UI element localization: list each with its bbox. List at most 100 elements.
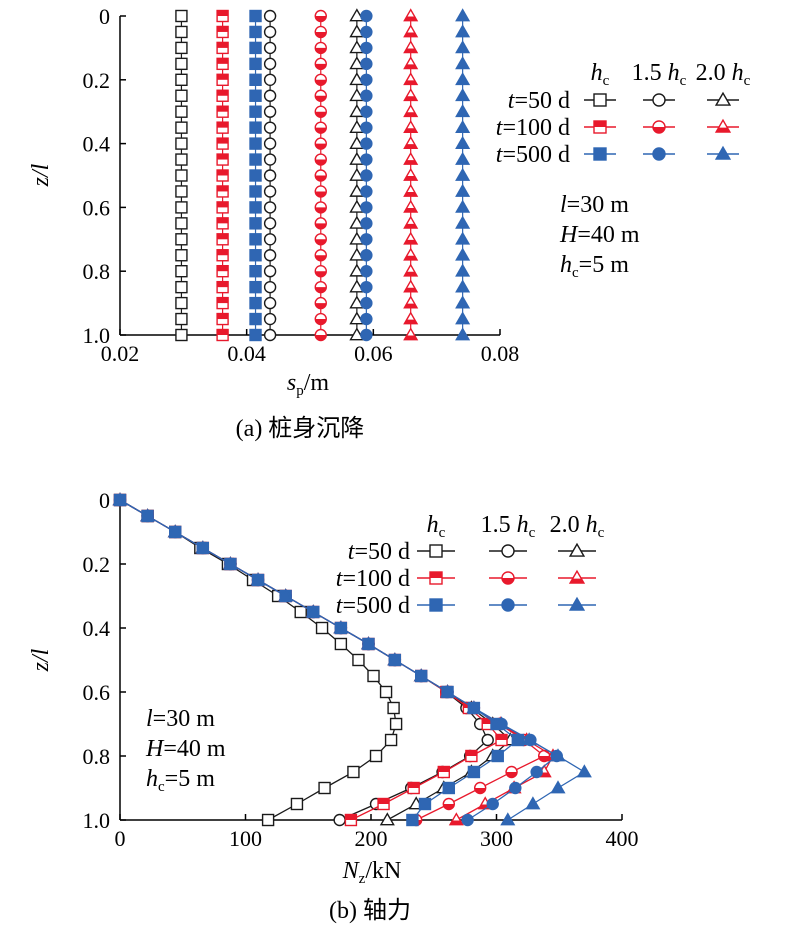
data-point [249, 265, 262, 278]
data-point [294, 605, 307, 619]
legend-header: 1.5 hc [481, 512, 536, 541]
series-t-100-d-h-c [216, 9, 229, 342]
data-point [349, 56, 365, 70]
data-point-half [315, 159, 327, 166]
data-point-half [315, 287, 327, 293]
data-point [360, 312, 373, 326]
legend-row-label: t=100 d [336, 566, 410, 592]
data-point [486, 797, 499, 811]
data-point [352, 653, 365, 667]
data-point-half [404, 16, 418, 21]
data-point-half [315, 79, 327, 86]
data-point [175, 169, 188, 182]
legend-marker [714, 91, 732, 106]
data-point-half [404, 96, 418, 101]
data-point-half [315, 127, 327, 134]
data-point-half [217, 297, 229, 304]
data-point [360, 105, 373, 118]
data-point [349, 72, 365, 86]
data-point [360, 249, 373, 262]
panel-a-ylabel: z/l [28, 163, 54, 187]
data-point [263, 233, 277, 246]
data-point-half [408, 782, 420, 788]
data-point [249, 121, 262, 134]
data-point [175, 25, 188, 39]
x-tick-label: 100 [229, 826, 262, 851]
data-point [360, 265, 373, 278]
data-point-half [217, 58, 229, 64]
legend-marker-half [716, 127, 730, 133]
data-point-half [217, 90, 229, 96]
data-point-half [506, 772, 518, 778]
y-tick-label: 0.8 [83, 259, 111, 284]
data-point-half [217, 249, 229, 256]
data-point [440, 684, 456, 698]
data-point-half [315, 319, 327, 325]
data-point [349, 183, 365, 197]
data-point [175, 265, 188, 278]
data-point [249, 57, 262, 71]
y-tick-label: 0 [99, 488, 110, 513]
data-point [360, 636, 377, 650]
data-point-half [450, 820, 463, 825]
data-point [175, 328, 188, 342]
data-point [550, 748, 566, 762]
data-point [347, 765, 360, 779]
data-point-half [315, 16, 327, 22]
data-point [387, 701, 400, 715]
data-point [195, 540, 211, 554]
x-tick-label: 400 [606, 826, 639, 851]
y-tick-label: 0.4 [83, 616, 111, 641]
data-point [406, 813, 419, 827]
svg-text:hc=5 m: hc=5 m [560, 252, 629, 281]
legend-marker-half [570, 578, 584, 584]
y-tick-label: 0.2 [83, 68, 111, 93]
data-point [455, 40, 471, 54]
data-point [249, 280, 262, 294]
svg-text:hc=5 m: hc=5 m [146, 766, 215, 795]
data-point-half [404, 112, 418, 117]
data-point-half [404, 176, 418, 181]
data-point [263, 185, 277, 198]
data-point [455, 103, 471, 118]
data-point-half [315, 191, 327, 197]
legend-row-label: t=50 d [508, 88, 570, 114]
data-point-half [404, 192, 418, 197]
data-point-half [315, 63, 327, 70]
data-point [360, 328, 373, 342]
data-point [389, 717, 403, 731]
x-tick-label: 200 [355, 826, 388, 851]
data-point [349, 151, 365, 165]
panel-b-data [112, 492, 592, 827]
data-point [249, 249, 262, 262]
data-point [511, 733, 525, 747]
data-point [263, 121, 277, 134]
data-point-half [404, 303, 418, 308]
data-point [175, 105, 188, 118]
data-point-half [404, 335, 418, 340]
data-point [455, 215, 471, 229]
series-t-50-d-2-0-h-c [349, 8, 365, 341]
data-point [175, 312, 188, 326]
legend-marker [568, 542, 586, 557]
data-point [305, 604, 321, 618]
svg-text:l=30 m: l=30 m [146, 706, 215, 732]
data-point-half [404, 239, 418, 244]
data-point [263, 41, 277, 55]
data-point-half [404, 80, 418, 85]
panel-b-ylabel: z/l [28, 648, 54, 672]
data-point [249, 328, 262, 342]
panel-a-annotation: l=30 m H=40 m hc=5 m [559, 192, 640, 281]
data-point [455, 72, 471, 86]
data-point-half [315, 207, 327, 213]
data-point-half [404, 207, 418, 213]
legend-marker [652, 93, 666, 107]
data-point-half [217, 170, 229, 176]
data-point [249, 105, 262, 118]
x-tick-label: 300 [480, 826, 513, 851]
y-tick-label: 0.8 [83, 744, 111, 769]
data-point-half [404, 144, 418, 149]
data-point [278, 588, 294, 602]
series-t-500-d-2-0-h-c [455, 8, 471, 341]
data-point [175, 89, 188, 102]
